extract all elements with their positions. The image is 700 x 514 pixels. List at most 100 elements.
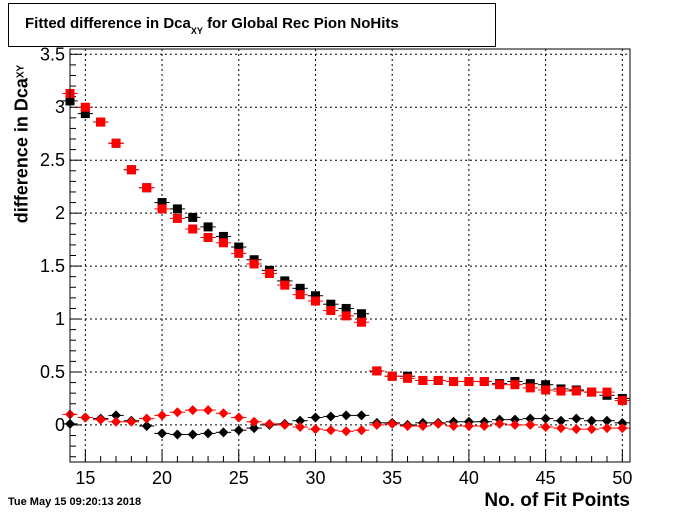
- chart-title: Fitted difference in DcaXY for Global Re…: [25, 15, 399, 36]
- data-point: [233, 412, 244, 423]
- data-point: [540, 413, 551, 424]
- y-tick-label: 2.5: [40, 150, 65, 170]
- data-point: [264, 418, 275, 429]
- data-point: [586, 415, 597, 426]
- data-point: [325, 411, 336, 422]
- data-point: [571, 424, 582, 435]
- data-point: [141, 420, 152, 431]
- data-point: [188, 212, 198, 222]
- data-point: [601, 423, 612, 434]
- data-point: [479, 377, 489, 387]
- data-point: [157, 410, 168, 421]
- data-point: [188, 224, 198, 234]
- data-point: [541, 385, 551, 395]
- data-point: [203, 232, 213, 242]
- y-tick-label: 3.5: [40, 44, 65, 64]
- data-point: [448, 420, 459, 431]
- data-point: [310, 291, 320, 301]
- data-point: [525, 419, 536, 430]
- data-point: [357, 317, 367, 327]
- axis-ticks: [69, 53, 623, 462]
- data-point: [157, 198, 167, 208]
- plot-frame: [69, 48, 631, 463]
- data-point: [172, 407, 183, 418]
- data-point: [80, 412, 91, 423]
- title-box: Fitted difference in DcaXY for Global Re…: [8, 3, 496, 47]
- data-point: [280, 280, 290, 290]
- data-point: [433, 375, 443, 385]
- data-point: [387, 371, 397, 381]
- data-point: [525, 413, 536, 424]
- data-point: [203, 428, 214, 439]
- data-point: [617, 396, 627, 406]
- data-point: [172, 429, 183, 440]
- data-point: [540, 422, 551, 433]
- data-point: [95, 414, 106, 425]
- x-axis-label: No. of Fit Points: [484, 490, 630, 511]
- y-tick-label: 1.5: [40, 256, 65, 276]
- data-point: [341, 426, 352, 437]
- data-point: [325, 425, 336, 436]
- y-axis-label: difference in DcaXY: [11, 64, 32, 224]
- series-3: [62, 405, 630, 437]
- data-point: [310, 296, 320, 306]
- x-tick-label: 50: [612, 468, 632, 488]
- data-point: [509, 419, 520, 430]
- timestamp: Tue May 15 09:20:13 2018: [8, 496, 142, 508]
- grid-lines: [70, 49, 630, 462]
- data-point: [433, 418, 444, 429]
- data-point: [463, 420, 474, 431]
- data-point: [126, 416, 137, 427]
- x-tick-label: 25: [229, 468, 249, 488]
- series-1: [62, 88, 630, 406]
- data-point: [617, 423, 628, 434]
- data-point: [509, 414, 520, 425]
- data-point: [218, 238, 228, 248]
- data-point: [602, 387, 612, 397]
- data-point: [357, 309, 367, 319]
- data-point: [586, 424, 597, 435]
- data-point: [555, 415, 566, 426]
- data-point: [310, 412, 321, 423]
- data-point: [249, 416, 260, 427]
- data-point: [172, 213, 182, 223]
- y-tick-label: 2: [55, 203, 65, 223]
- data-point: [172, 204, 182, 214]
- data-point: [372, 366, 382, 376]
- data-point: [234, 242, 244, 252]
- data-point: [341, 311, 351, 321]
- y-tick-label: 0.5: [40, 362, 65, 382]
- data-point: [218, 408, 229, 419]
- data-point: [371, 419, 382, 430]
- data-point: [249, 423, 260, 434]
- data-point: [279, 419, 290, 430]
- data-point: [295, 283, 305, 293]
- data-point: [111, 416, 122, 427]
- data-point: [601, 415, 612, 426]
- data-point: [249, 259, 259, 269]
- data-point: [495, 380, 505, 390]
- data-point: [479, 420, 490, 431]
- x-tick-label: 35: [382, 468, 402, 488]
- data-point: [356, 410, 367, 421]
- data-point: [233, 425, 244, 436]
- data-point: [571, 386, 581, 396]
- data-point: [356, 425, 367, 436]
- data-point: [525, 383, 535, 393]
- data-point: [203, 405, 214, 416]
- data-point: [541, 380, 551, 390]
- data-point: [617, 417, 628, 428]
- x-tick-label: 30: [305, 468, 325, 488]
- data-point: [80, 102, 90, 112]
- data-point: [403, 373, 413, 383]
- tick-labels: 15 20 25 30 35 40 45 50 0 0.5 1 1.5 2 2.5 3 3.5: [40, 44, 632, 488]
- data-point: [341, 410, 352, 421]
- data-points: [62, 88, 630, 440]
- data-point: [187, 405, 198, 416]
- data-point: [126, 165, 136, 175]
- data-point: [402, 420, 413, 431]
- data-point: [555, 423, 566, 434]
- y-tick-label: 0: [55, 415, 65, 435]
- data-point: [295, 422, 306, 433]
